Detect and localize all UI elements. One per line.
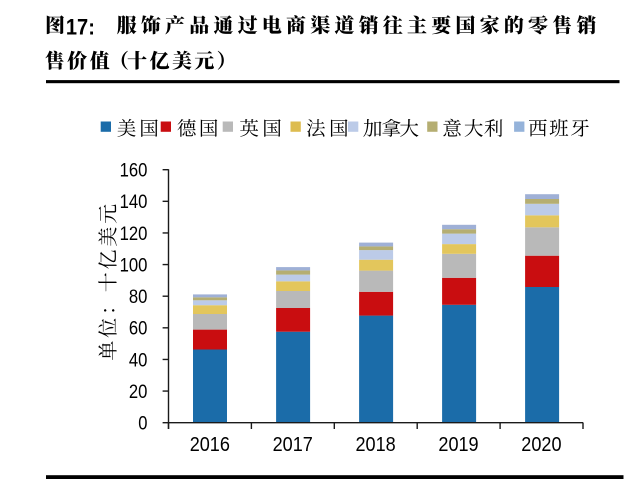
svg-text:80: 80 [129, 287, 148, 308]
svg-text:2016: 2016 [190, 434, 230, 456]
svg-text:120: 120 [120, 224, 148, 245]
svg-text:2017: 2017 [273, 434, 313, 456]
svg-text:2019: 2019 [438, 434, 478, 456]
svg-text:0: 0 [138, 414, 147, 435]
svg-text:2018: 2018 [356, 434, 396, 456]
svg-text:100: 100 [120, 255, 148, 276]
svg-text:140: 140 [120, 192, 148, 213]
svg-text:160: 160 [120, 161, 148, 182]
svg-text:60: 60 [129, 319, 148, 340]
svg-text:40: 40 [129, 350, 148, 371]
svg-text:17:: 17: [66, 14, 95, 39]
svg-text:2020: 2020 [521, 434, 561, 456]
svg-text:20: 20 [129, 382, 148, 403]
